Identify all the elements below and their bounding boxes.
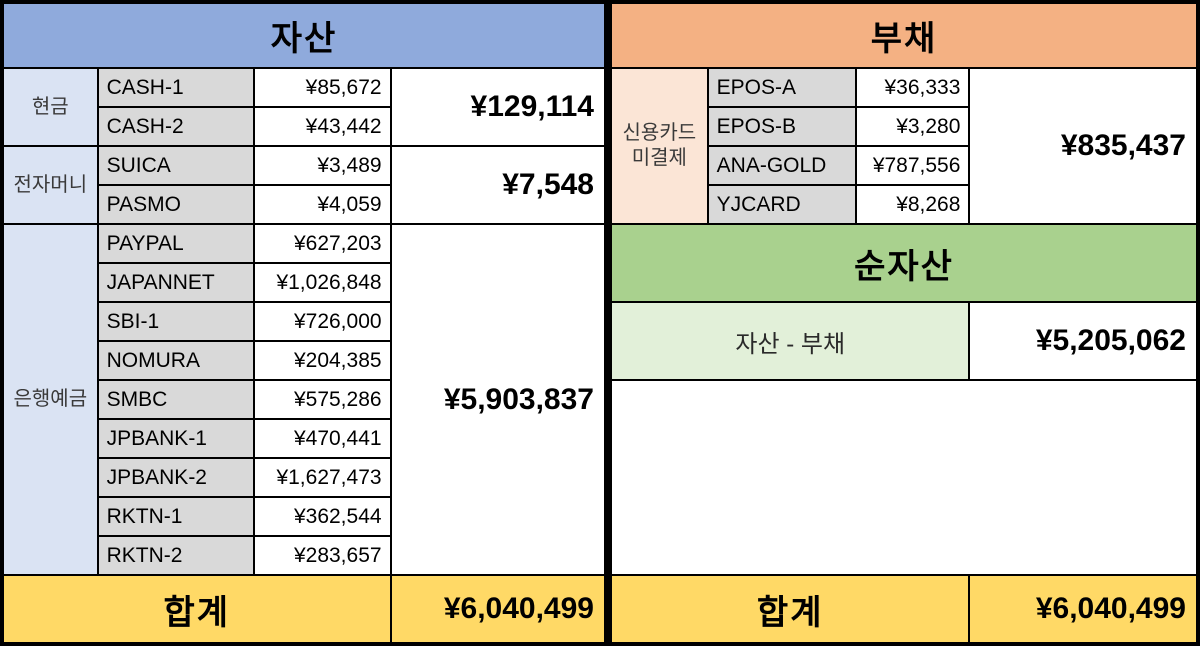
table-row: 현금 CASH-1 ¥85,672 ¥129,114 bbox=[1, 67, 608, 147]
table-row: JPBANK-2 ¥1,627,473 bbox=[2, 457, 606, 498]
table-row: 신용카드 미결제 EPOS-A ¥36,333 ¥835,437 bbox=[609, 67, 1199, 225]
empty-area-row bbox=[609, 379, 1199, 576]
item-name: PASMO bbox=[96, 184, 255, 225]
asset-category-cash: 현금 bbox=[1, 67, 99, 147]
table-row: 은행예금 PAYPAL ¥627,203 ¥5,903,837 bbox=[1, 223, 608, 576]
item-value: ¥204,385 bbox=[252, 340, 392, 381]
item-name: CASH-2 bbox=[96, 106, 255, 147]
net-assets-section-header: 순자산 bbox=[609, 223, 1199, 303]
item-name: RKTN-2 bbox=[96, 535, 255, 576]
item-name: SBI-1 bbox=[96, 301, 255, 342]
item-name: RKTN-1 bbox=[96, 496, 255, 537]
item-value: ¥470,441 bbox=[252, 418, 392, 459]
item-value: ¥362,544 bbox=[252, 496, 392, 537]
table-row: RKTN-1 ¥362,544 bbox=[2, 496, 606, 537]
liabilities-section-header: 부채 bbox=[609, 1, 1199, 69]
item-value: ¥726,000 bbox=[252, 301, 392, 342]
liabilities-table: 부채 신용카드 미결제 EPOS-A ¥36,333 ¥835,437 EPOS… bbox=[608, 0, 1200, 646]
table-row: RKTN-2 ¥283,657 bbox=[2, 535, 606, 576]
assets-table: 자산 현금 CASH-1 ¥85,672 ¥129,114 CASH-2 ¥43… bbox=[0, 0, 608, 646]
table-row: SMBC ¥575,286 bbox=[2, 379, 606, 420]
item-value: ¥283,657 bbox=[252, 535, 392, 576]
assets-total-row: 합계 ¥6,040,499 bbox=[1, 574, 608, 645]
table-row: NOMURA ¥204,385 bbox=[2, 340, 606, 381]
item-name: NOMURA bbox=[96, 340, 255, 381]
net-assets-value: ¥5,205,062 bbox=[968, 301, 1199, 381]
empty-cell bbox=[609, 379, 1199, 576]
liabilities-total-label: 합계 bbox=[608, 574, 971, 645]
item-name: YJCARD bbox=[706, 184, 857, 225]
table-row: ANA-GOLD ¥787,556 bbox=[610, 145, 1198, 186]
item-value: ¥3,280 bbox=[854, 106, 971, 147]
item-name: JPBANK-1 bbox=[96, 418, 255, 459]
cash-subtotal: ¥129,114 bbox=[389, 67, 608, 147]
emoney-subtotal: ¥7,548 bbox=[389, 145, 608, 225]
table-row: JAPANNET ¥1,026,848 bbox=[2, 262, 606, 303]
liabilities-total-value: ¥6,040,499 bbox=[968, 574, 1199, 645]
item-name: EPOS-B bbox=[706, 106, 857, 147]
assets-total-label: 합계 bbox=[1, 574, 392, 645]
item-value: ¥43,442 bbox=[252, 106, 392, 147]
item-name: JPBANK-2 bbox=[96, 457, 255, 498]
item-value: ¥1,627,473 bbox=[252, 457, 392, 498]
item-name: ANA-GOLD bbox=[706, 145, 857, 186]
item-name: SMBC bbox=[96, 379, 255, 420]
item-name: PAYPAL bbox=[96, 223, 255, 264]
item-value: ¥627,203 bbox=[252, 223, 392, 264]
liabilities-total-row: 합계 ¥6,040,499 bbox=[608, 574, 1199, 645]
item-value: ¥36,333 bbox=[854, 67, 971, 108]
assets-section-header: 자산 bbox=[1, 1, 607, 69]
item-name: SUICA bbox=[96, 145, 255, 186]
item-value: ¥8,268 bbox=[854, 184, 971, 225]
bank-subtotal: ¥5,903,837 bbox=[389, 223, 608, 576]
item-name: JAPANNET bbox=[96, 262, 255, 303]
item-name: CASH-1 bbox=[96, 67, 255, 108]
table-row: CASH-2 ¥43,442 bbox=[2, 106, 606, 147]
net-assets-formula-label: 자산 - 부채 bbox=[608, 301, 971, 381]
asset-category-bank: 은행예금 bbox=[1, 223, 99, 576]
table-row: 전자머니 SUICA ¥3,489 ¥7,548 bbox=[1, 145, 608, 225]
creditcard-subtotal: ¥835,437 bbox=[968, 67, 1199, 225]
liability-category-creditcard: 신용카드 미결제 bbox=[609, 67, 709, 225]
item-value: ¥1,026,848 bbox=[252, 262, 392, 303]
assets-total-value: ¥6,040,499 bbox=[389, 574, 608, 645]
item-value: ¥575,286 bbox=[252, 379, 392, 420]
item-name: EPOS-A bbox=[706, 67, 857, 108]
table-row: YJCARD ¥8,268 bbox=[610, 184, 1198, 225]
net-assets-row: 자산 - 부채 ¥5,205,062 bbox=[608, 301, 1199, 381]
item-value: ¥85,672 bbox=[252, 67, 392, 108]
asset-category-emoney: 전자머니 bbox=[1, 145, 99, 225]
table-row: PASMO ¥4,059 bbox=[2, 184, 606, 225]
item-value: ¥4,059 bbox=[252, 184, 392, 225]
table-row: SBI-1 ¥726,000 bbox=[2, 301, 606, 342]
item-value: ¥787,556 bbox=[854, 145, 971, 186]
table-row: EPOS-B ¥3,280 bbox=[610, 106, 1198, 147]
table-row: JPBANK-1 ¥470,441 bbox=[2, 418, 606, 459]
item-value: ¥3,489 bbox=[252, 145, 392, 186]
